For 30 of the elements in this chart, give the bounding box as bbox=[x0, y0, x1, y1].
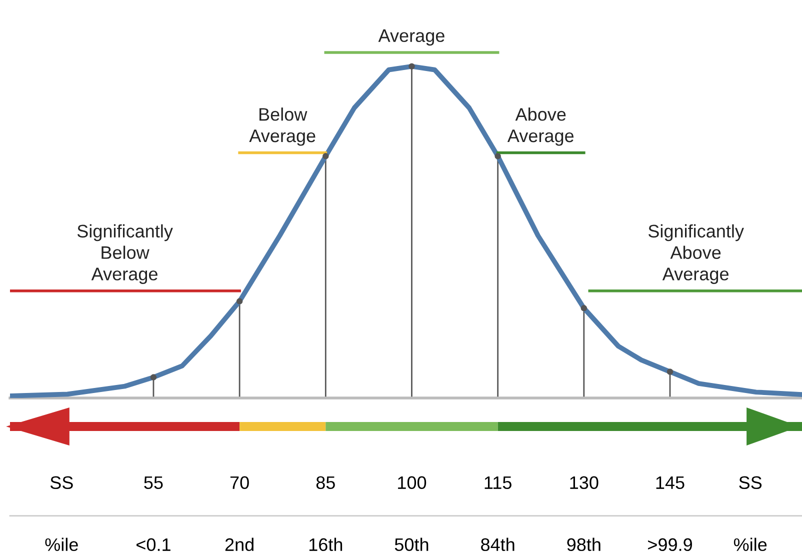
text: >99.9 bbox=[648, 538, 692, 552]
text: 2nd bbox=[225, 538, 254, 552]
x-tick-label: 145 bbox=[656, 476, 684, 490]
text: <0.1 bbox=[136, 538, 170, 552]
series-label: Average bbox=[378, 29, 444, 46]
text: 84th bbox=[481, 538, 514, 552]
x-tick-label: 85 bbox=[316, 476, 335, 490]
point bbox=[494, 153, 501, 160]
text: 98th bbox=[567, 538, 600, 552]
text: %ile bbox=[734, 538, 767, 552]
point bbox=[408, 63, 415, 70]
x-tick-label: 70 bbox=[230, 476, 249, 490]
point bbox=[236, 298, 243, 304]
point bbox=[666, 368, 674, 375]
point bbox=[150, 374, 157, 380]
x-tick-label: 55 bbox=[144, 476, 163, 490]
x-tick-label: 115 bbox=[484, 476, 512, 490]
series-label: Below Average bbox=[249, 108, 316, 146]
x-tick-label: SS bbox=[50, 476, 73, 490]
x-tick-label: SS bbox=[739, 476, 762, 490]
point bbox=[580, 305, 588, 312]
series-label: Significantly Above Average bbox=[648, 224, 744, 284]
point bbox=[322, 153, 329, 160]
text: 50th bbox=[394, 538, 428, 552]
x-tick-label: 130 bbox=[570, 476, 598, 490]
series-label: Above Average bbox=[507, 108, 574, 146]
x-tick-label: 100 bbox=[398, 476, 426, 490]
text: %ile bbox=[45, 538, 78, 552]
series-label: Significantly Below Average bbox=[77, 224, 173, 284]
text: 16th bbox=[309, 538, 342, 552]
